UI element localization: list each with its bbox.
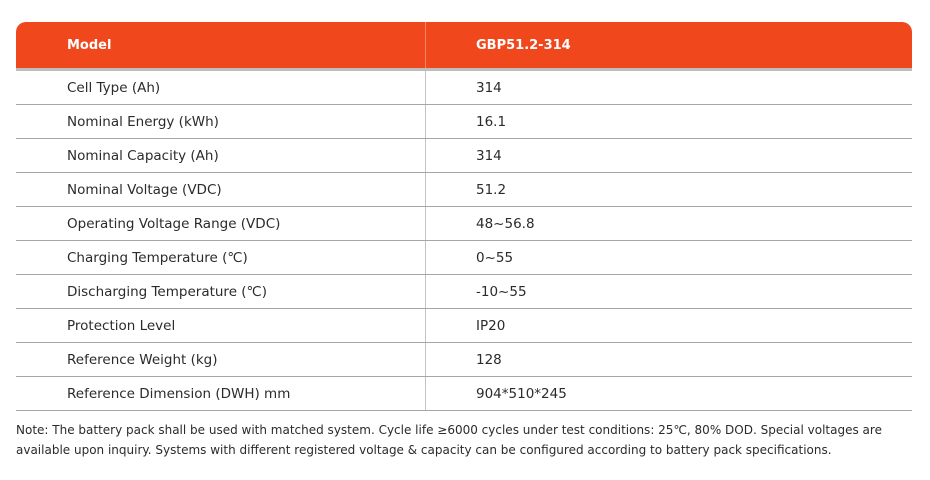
header-model-label: Model (67, 37, 112, 53)
row-value: 128 (476, 351, 502, 368)
header-column-divider (425, 22, 426, 68)
row-value: 314 (476, 79, 502, 96)
column-divider (425, 173, 426, 206)
column-divider (425, 207, 426, 240)
table-row: Protection Level IP20 (16, 309, 912, 343)
row-label: Cell Type (Ah) (67, 79, 161, 96)
row-value: 16.1 (476, 113, 507, 130)
column-divider (425, 275, 426, 308)
row-label: Nominal Energy (kWh) (67, 113, 219, 130)
table-header: Model GBP51.2-314 (16, 22, 912, 68)
column-divider (425, 343, 426, 376)
row-value: -10~55 (476, 283, 527, 300)
row-value: 0~55 (476, 249, 514, 266)
row-value: 51.2 (476, 181, 507, 198)
row-label: Nominal Capacity (Ah) (67, 147, 219, 164)
table-row: Cell Type (Ah) 314 (16, 71, 912, 105)
table-row: Operating Voltage Range (VDC) 48~56.8 (16, 207, 912, 241)
header-model-value: GBP51.2-314 (476, 37, 571, 53)
row-value: IP20 (476, 317, 506, 334)
header-underline (16, 68, 912, 71)
row-label: Charging Temperature (℃) (67, 249, 248, 266)
row-label: Discharging Temperature (℃) (67, 283, 267, 300)
spec-table: Model GBP51.2-314 Cell Type (Ah) 314 Nom… (16, 22, 912, 411)
table-row: Discharging Temperature (℃) -10~55 (16, 275, 912, 309)
row-label: Reference Weight (kg) (67, 351, 218, 368)
column-divider (425, 377, 426, 410)
row-value: 904*510*245 (476, 385, 567, 402)
table-row: Nominal Voltage (VDC) 51.2 (16, 173, 912, 207)
table-row: Reference Dimension (DWH) mm 904*510*245 (16, 377, 912, 411)
row-label: Nominal Voltage (VDC) (67, 181, 222, 198)
footnote: Note: The battery pack shall be used wit… (16, 423, 882, 457)
table-row: Nominal Capacity (Ah) 314 (16, 139, 912, 173)
column-divider (425, 105, 426, 138)
column-divider (425, 309, 426, 342)
row-value: 314 (476, 147, 502, 164)
row-value: 48~56.8 (476, 215, 535, 232)
row-label: Protection Level (67, 317, 176, 334)
table-row: Charging Temperature (℃) 0~55 (16, 241, 912, 275)
column-divider (425, 71, 426, 104)
table-row: Nominal Energy (kWh) 16.1 (16, 105, 912, 139)
row-label: Operating Voltage Range (VDC) (67, 215, 281, 232)
table-row: Reference Weight (kg) 128 (16, 343, 912, 377)
column-divider (425, 241, 426, 274)
column-divider (425, 139, 426, 172)
row-label: Reference Dimension (DWH) mm (67, 385, 291, 402)
